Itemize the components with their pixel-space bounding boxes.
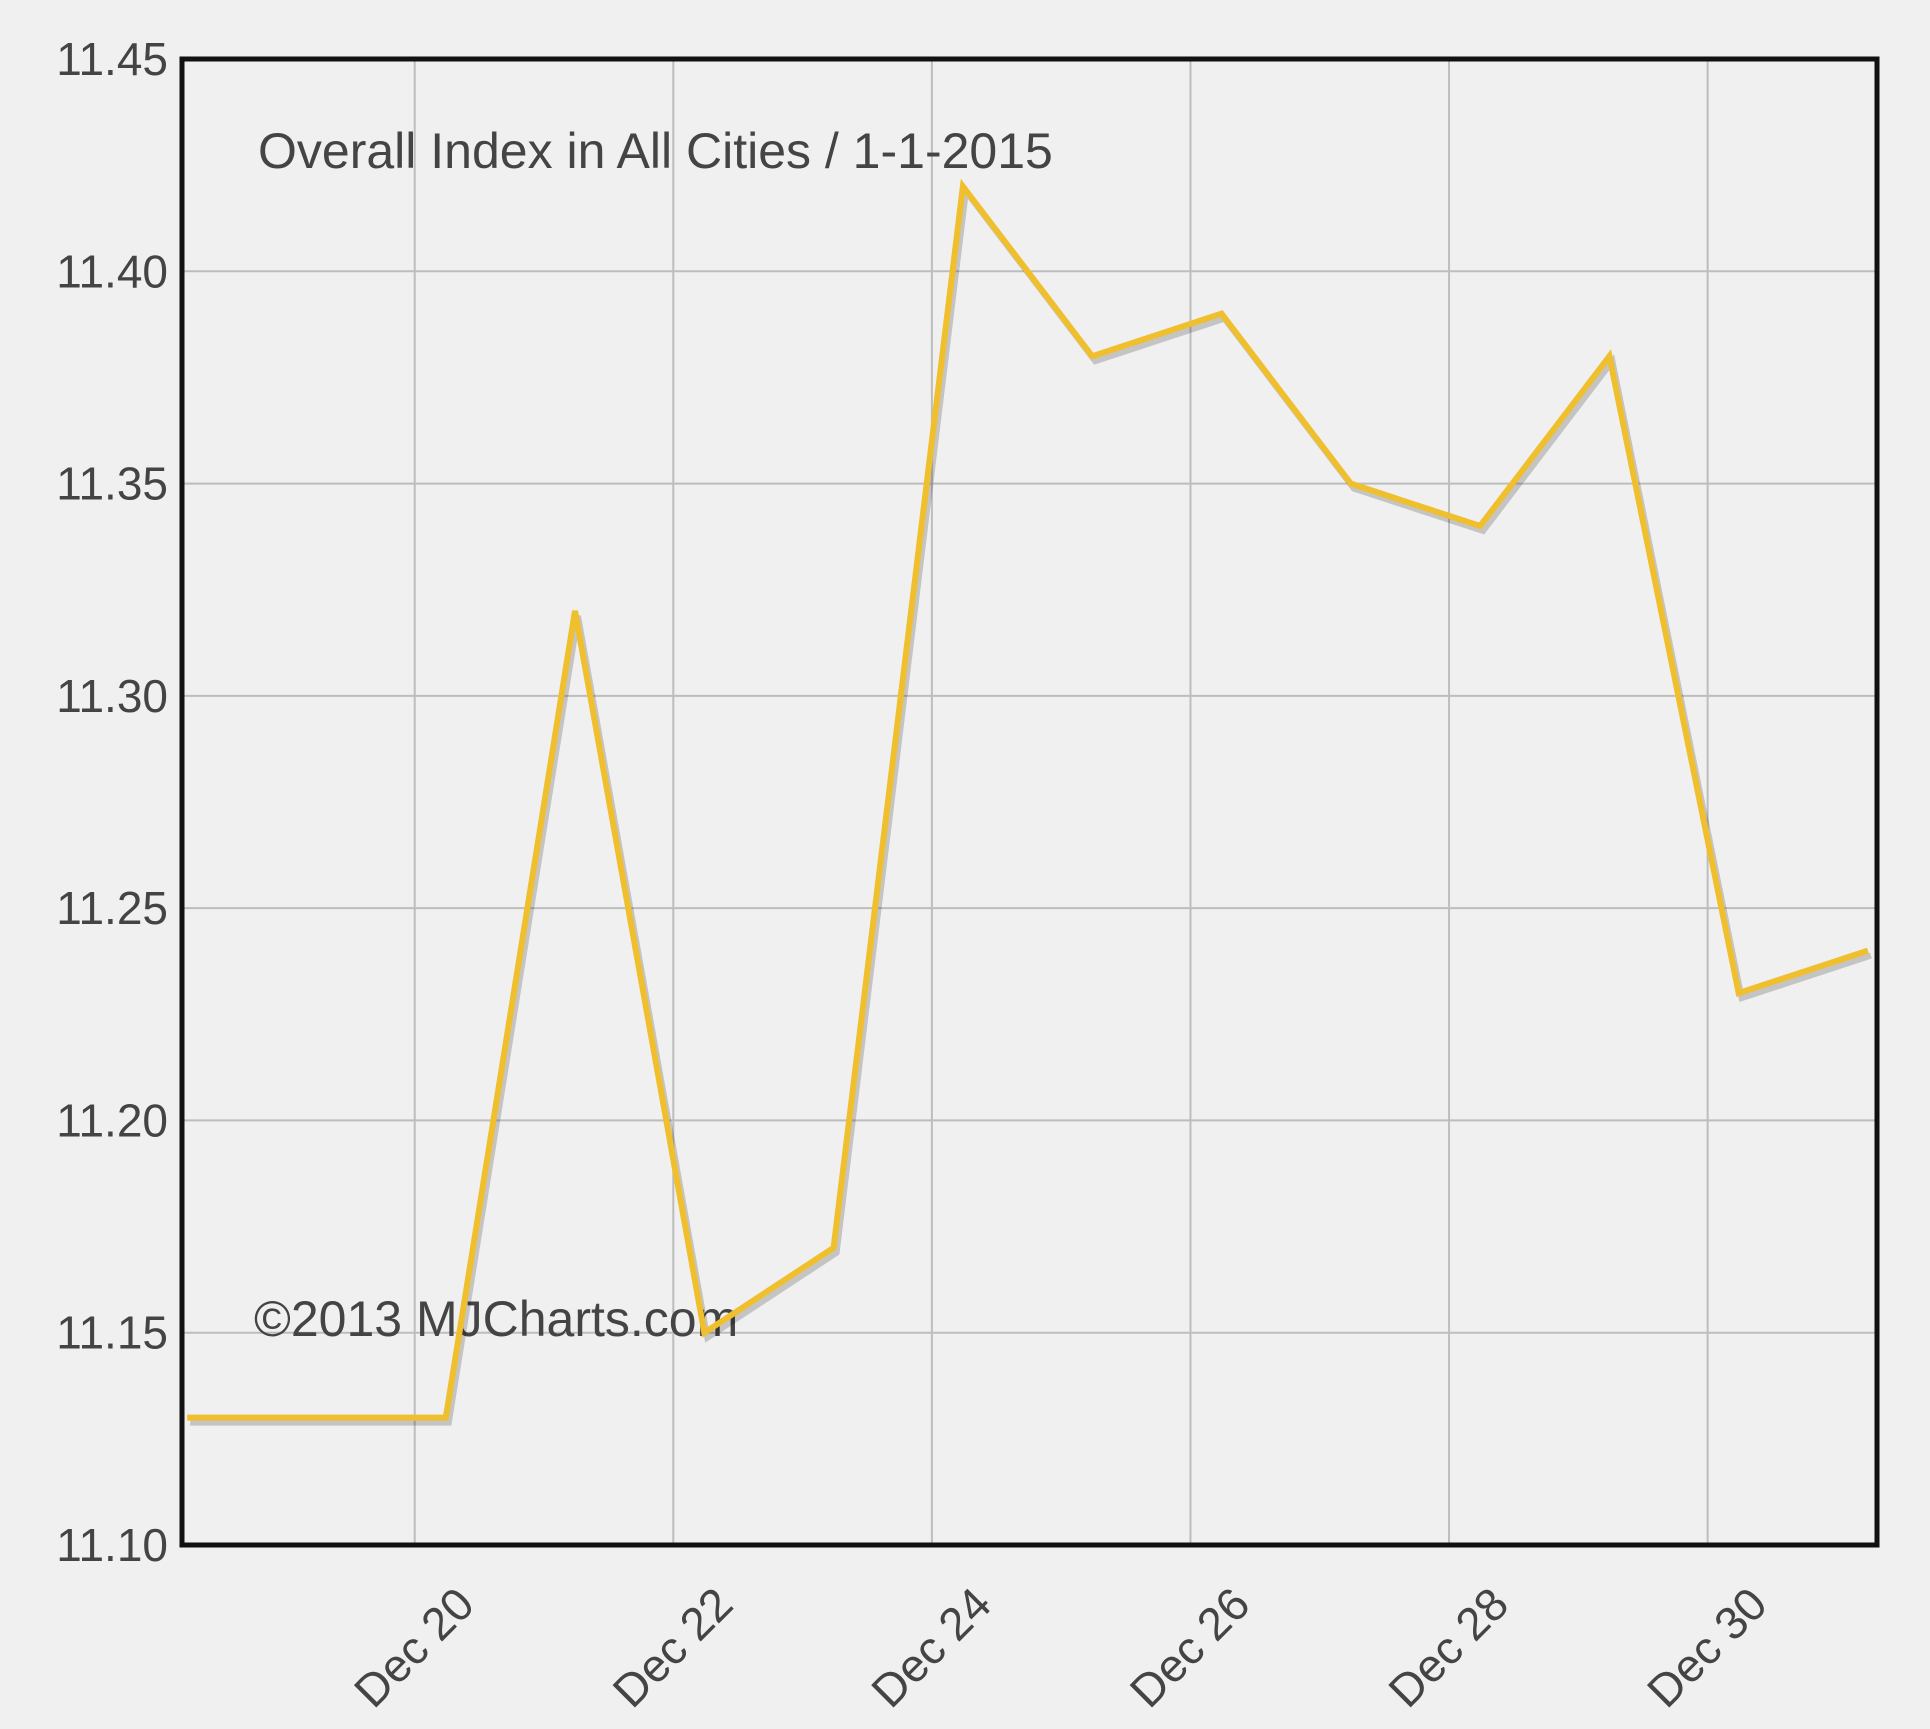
chart-title: Overall Index in All Cities / 1-1-2015 <box>258 123 1053 179</box>
y-tick-label: 11.25 <box>56 882 168 934</box>
series-line <box>187 178 1869 1421</box>
credit: ©2013 MJCharts.com <box>254 1291 738 1347</box>
y-tick-label: 11.20 <box>56 1094 168 1146</box>
plot <box>187 178 1872 1426</box>
y-tick-label: 11.30 <box>56 670 168 722</box>
y-tick-label: 11.35 <box>56 458 168 510</box>
y-tick-label: 11.15 <box>56 1307 168 1359</box>
plot-border <box>179 56 1880 1548</box>
grid <box>182 58 1877 1546</box>
y-tick-label: 11.10 <box>56 1519 168 1571</box>
y-tick-label: 11.40 <box>56 245 168 297</box>
y-tick-label: 11.45 <box>56 33 168 85</box>
